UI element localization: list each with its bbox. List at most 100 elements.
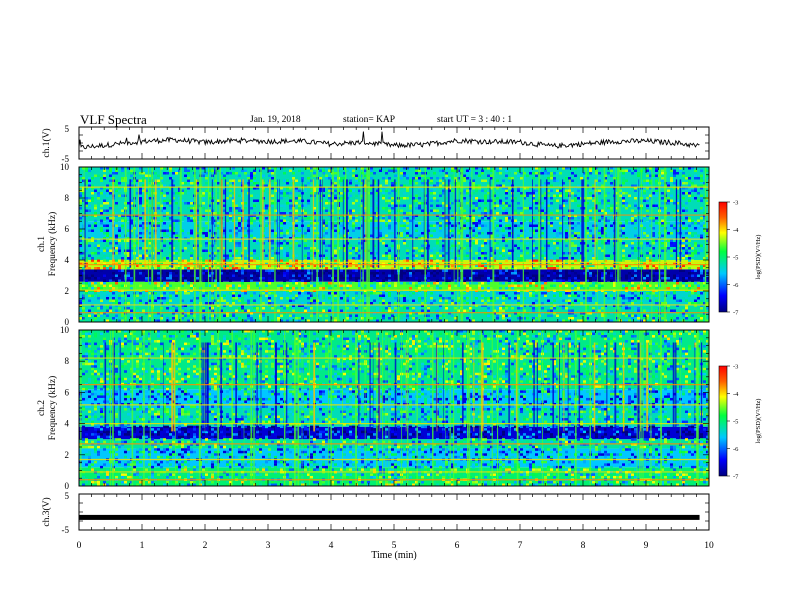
spectrogram-cell (484, 254, 487, 257)
spectrogram-cell (445, 282, 448, 285)
spectrogram-cell (82, 287, 85, 290)
spectrogram-cell (565, 284, 568, 287)
spectrogram-cell (283, 179, 286, 182)
spectrogram-cell (556, 187, 559, 190)
spectrogram-cell (370, 234, 373, 237)
spectrogram-cell (289, 299, 292, 302)
spectrogram-cell (109, 229, 112, 232)
spectrogram-cell (568, 177, 571, 180)
spectrogram-cell (103, 229, 106, 232)
spectrogram-cell (244, 292, 247, 295)
spectrogram-cell (541, 284, 544, 287)
spectrogram-cell (265, 267, 268, 270)
spectrogram-cell (520, 257, 523, 260)
spectrogram-cell (190, 199, 193, 202)
spectrogram-cell (583, 319, 586, 322)
spectrogram-cell (334, 184, 337, 187)
spectrogram-cell (253, 319, 256, 322)
spectrogram-cell (118, 214, 121, 217)
spectrogram-cell (439, 304, 442, 307)
spectrogram-cell (304, 234, 307, 237)
spectrogram-cell (250, 217, 253, 220)
spectrogram-cell (205, 172, 208, 175)
spectrogram-cell (502, 212, 505, 215)
spectrogram-cell (559, 189, 562, 192)
spectrogram-cell (607, 209, 610, 212)
spectrogram-cell (136, 214, 139, 217)
spectrogram-cell (130, 249, 133, 252)
spectrogram-cell (277, 227, 280, 230)
spectrogram-cell (532, 229, 535, 232)
spectrogram-cell (592, 294, 595, 297)
spectrogram-cell (118, 194, 121, 197)
spectrogram-cell (520, 259, 523, 262)
spectrogram-cell (415, 192, 418, 195)
spectrogram-cell (364, 314, 367, 317)
spectrogram-cell (265, 284, 268, 287)
spectrogram-cell (109, 302, 112, 305)
spectrogram-cell (349, 219, 352, 222)
spectrogram-cell (166, 302, 169, 305)
spectrogram-cell (187, 304, 190, 307)
spectrogram-cell (403, 259, 406, 262)
spectrogram-cell (283, 184, 286, 187)
spectrogram-cell (310, 224, 313, 227)
spectrogram-cell (181, 274, 184, 277)
spectrogram-cell (97, 202, 100, 205)
spectrogram-cell (445, 252, 448, 255)
spectrogram-cell (172, 184, 175, 187)
spectrogram-cell (592, 274, 595, 277)
spectrogram-cell (301, 177, 304, 180)
spectrogram-cell (256, 282, 259, 285)
spectrogram-cell (169, 199, 172, 202)
spectrogram-cell (271, 177, 274, 180)
spectrogram-cell (382, 262, 385, 265)
spectrogram-cell (100, 177, 103, 180)
spectrogram-cell (334, 209, 337, 212)
spectrogram-cell (244, 309, 247, 312)
spectrogram-cell (298, 214, 301, 217)
spectrogram-cell (355, 194, 358, 197)
spectrogram-cell (100, 257, 103, 260)
spectrogram-cell (553, 177, 556, 180)
spectrogram-cell (265, 224, 268, 227)
spectrogram-cell (97, 287, 100, 290)
spectrogram-cell (283, 319, 286, 322)
spectrogram-cell (409, 209, 412, 212)
spectrogram-cell (328, 197, 331, 200)
spectrogram-cell (100, 307, 103, 310)
spectrogram-cell (178, 287, 181, 290)
spectrogram-cell (535, 189, 538, 192)
spectrogram-cell (418, 282, 421, 285)
spectrogram-cell (289, 187, 292, 190)
spectrogram-cell (136, 299, 139, 302)
spectrogram-cell (88, 212, 91, 215)
spectrogram-cell (391, 239, 394, 242)
spectrogram-cell (376, 214, 379, 217)
spectrogram-cell (301, 302, 304, 305)
spectrogram-cell (436, 317, 439, 320)
spectrogram-cell (325, 227, 328, 230)
spectrogram-cell (172, 197, 175, 200)
spectrogram-cell (136, 209, 139, 212)
spectrogram-cell (79, 299, 82, 302)
spectrogram-cell (451, 259, 454, 262)
spectrogram-cell (442, 169, 445, 172)
spectrogram-cell (94, 269, 97, 272)
spectrogram-cell (505, 287, 508, 290)
spectrogram-cell (352, 259, 355, 262)
spectrogram-cell (289, 294, 292, 297)
spectrogram-cell (421, 182, 424, 185)
spectrogram-cell (97, 294, 100, 297)
spectrogram-cell (586, 184, 589, 187)
spectrogram-cell (328, 244, 331, 247)
spectrogram-cell (574, 314, 577, 317)
spectrogram-cell (340, 197, 343, 200)
spectrogram-cell (604, 259, 607, 262)
spectrogram-cell (184, 167, 187, 170)
spectrogram-cell (250, 257, 253, 260)
spectrogram-cell (190, 262, 193, 265)
spectrogram-cell (475, 184, 478, 187)
spectrogram-cell (142, 257, 145, 260)
spectrogram-cell (430, 262, 433, 265)
